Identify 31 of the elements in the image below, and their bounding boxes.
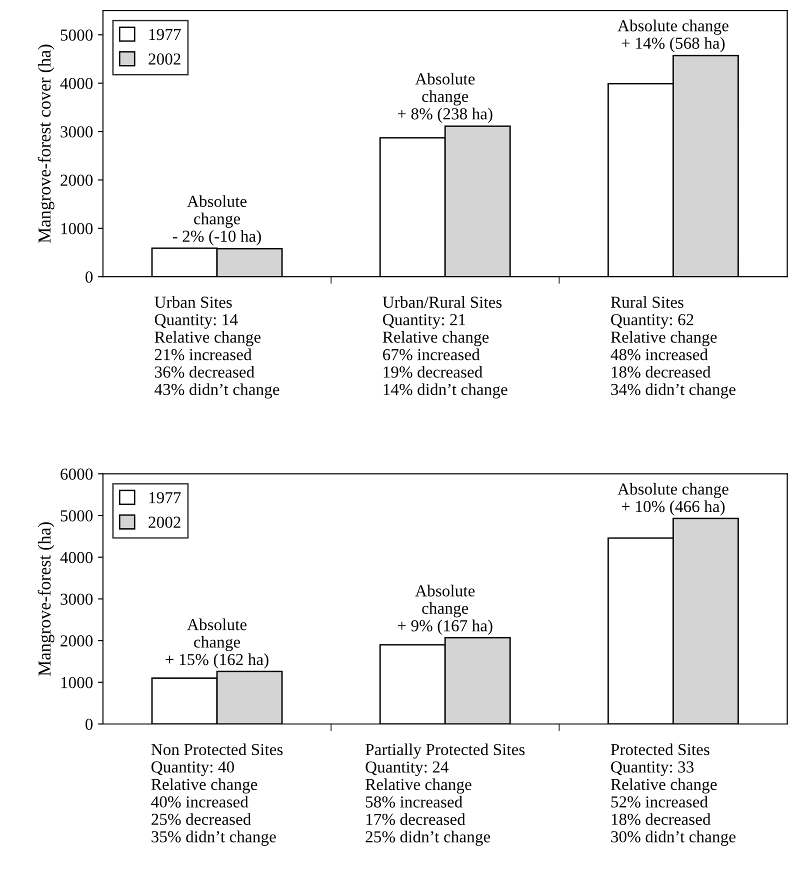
y-tick-label: 5000 [60,510,93,522]
annotation: Absolute change - 2% (-10 ha) [172,195,261,246]
x-tick-label: Urban Sites Quantity: 14 Relative change 21% increased 36% decreased 43% didn’t change [154,296,280,399]
y-tick-label: 5000 [60,29,93,41]
annotation: Absolute change + 9% (167 ha) [398,584,492,635]
x-tick-label: Urban/Rural Sites Quantity: 21 Relative change 67% increased 19% decreased 14% didn’t change [382,296,508,399]
y-tick-label: 0 [86,271,93,283]
legend-label: 1977 [149,492,181,504]
y-tick-label: 0 [86,718,93,730]
annotation: Absolute change + 8% (238 ha) [398,72,492,123]
y-tick-label: 4000 [60,552,93,564]
x-tick-label: Partially Protected Sites Quantity: 24 Relative change 58% increased 17% decreased 25% didn’t change [366,743,525,846]
annotation: Absolute change + 10% (466 ha) [618,482,728,516]
y-tick-label: 2000 [60,635,93,647]
y-tick-label: 3000 [60,126,93,138]
legend-label: 2002 [148,516,180,528]
annotation: Absolute change + 14% (568 ha) [618,20,728,52]
y-axis-title: Mangrove-forest (ha) [38,522,54,676]
y-tick-label: 4000 [60,78,93,90]
y-tick-label: 1000 [61,677,93,688]
y-tick-label: 3000 [60,594,93,605]
y-axis-title: Mangrove-forest cover (ha) [38,44,54,243]
legend-label: 1977 [149,28,181,40]
annotation: Absolute change + 15% (162 ha) [166,618,268,669]
legend-label: 2002 [148,53,180,65]
y-tick-label: 1000 [61,223,93,234]
y-tick-label: 2000 [60,174,93,186]
x-tick-label: Rural Sites Quantity: 62 Relative change 48% increased 18% decreased 34% didn’t change [610,296,736,399]
x-tick-label: Non Protected Sites Quantity: 40 Relative change 40% increased 25% decreased 35% didn’t change [151,743,283,846]
y-tick-label: 6000 [60,468,93,480]
x-tick-label: Protected Sites Quantity: 33 Relative change 52% increased 18% decreased 30% didn’t change [610,743,736,846]
